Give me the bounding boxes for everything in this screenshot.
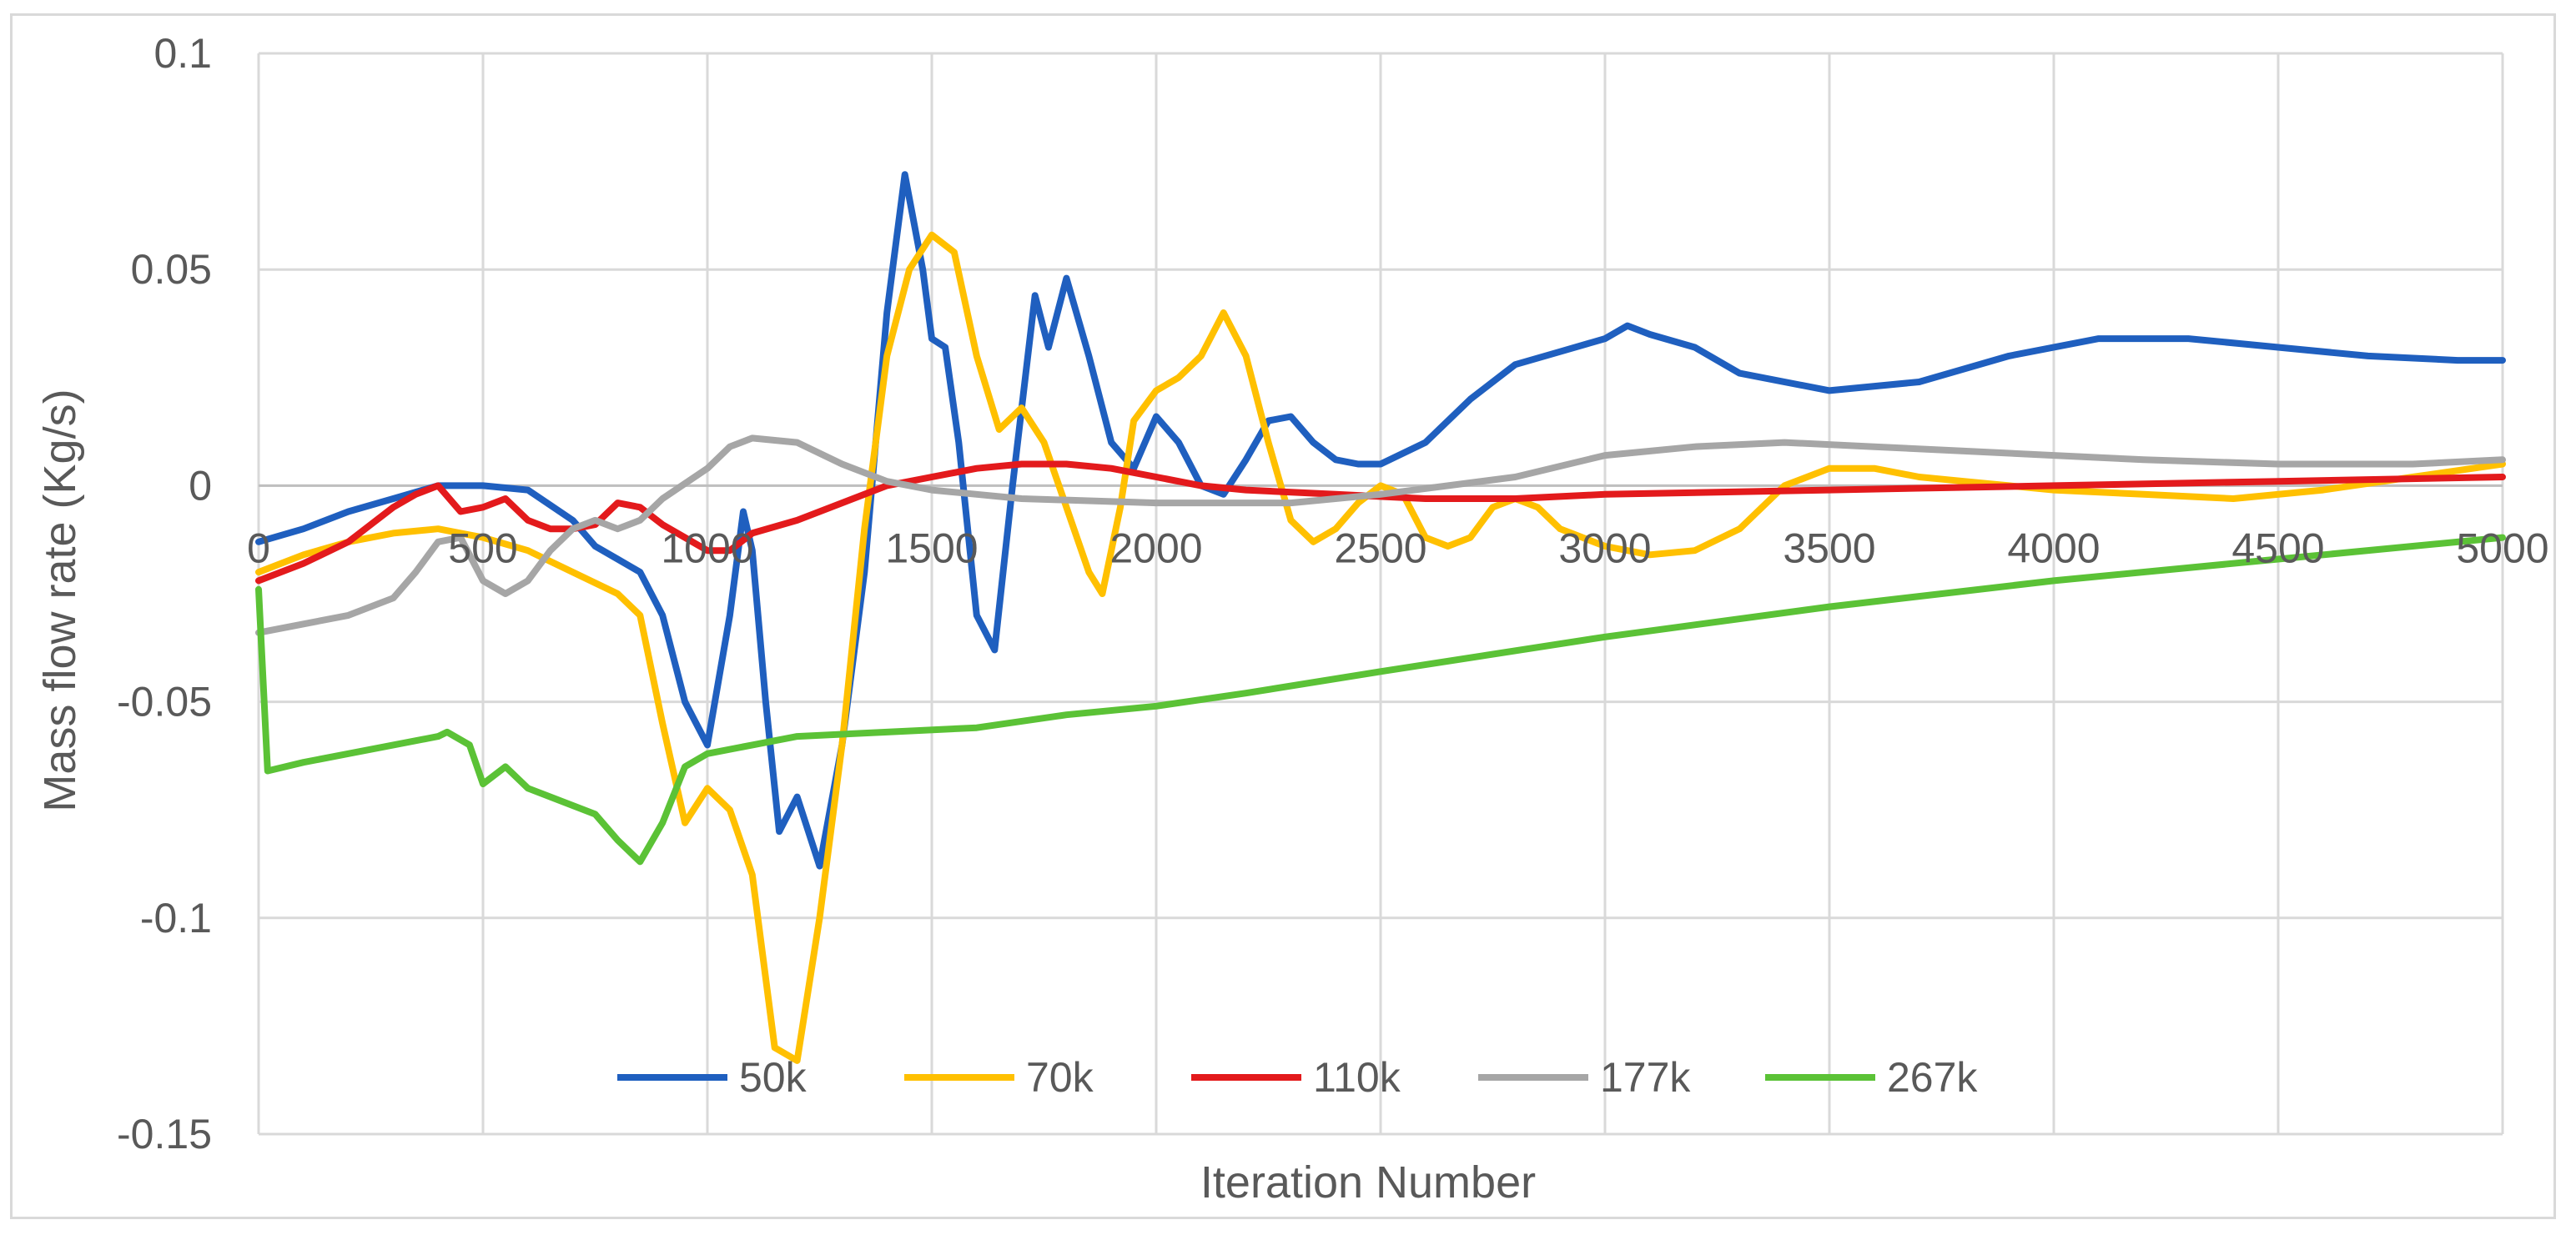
x-tick-label: 0 bbox=[247, 525, 270, 571]
x-tick-label: 2000 bbox=[1109, 525, 1202, 571]
legend-label: 70k bbox=[1026, 1054, 1094, 1101]
legend-label: 110k bbox=[1313, 1054, 1401, 1101]
x-tick-label: 4000 bbox=[2007, 525, 2100, 571]
legend-item-70k: 70k bbox=[904, 1054, 1094, 1101]
series-line-50k bbox=[255, 171, 2506, 870]
legend-label: 177k bbox=[1600, 1054, 1691, 1101]
series-line-110k bbox=[255, 460, 2506, 585]
legend-item-267k: 267k bbox=[1765, 1054, 1978, 1101]
tick-labels: 0 500 1000 1500 2000 2500 3000 3500 4000 4500 5000… bbox=[117, 30, 2549, 1157]
y-tick-label: 0.1 bbox=[153, 30, 212, 77]
y-tick-label: 0 bbox=[189, 462, 212, 509]
y-tick-label: -0.05 bbox=[117, 679, 212, 725]
series-lines bbox=[255, 171, 2506, 1064]
legend-label: 267k bbox=[1887, 1054, 1978, 1101]
y-tick-label: -0.1 bbox=[140, 895, 212, 941]
x-tick-label: 1000 bbox=[661, 525, 753, 571]
legend-item-50k: 50k bbox=[617, 1054, 808, 1101]
y-tick-label: -0.15 bbox=[117, 1111, 212, 1157]
x-tick-label: 5000 bbox=[2456, 525, 2548, 571]
chart-frame bbox=[10, 13, 2556, 1219]
x-tick-label: 1500 bbox=[885, 525, 978, 571]
legend-label: 50k bbox=[739, 1054, 808, 1101]
gridlines bbox=[257, 52, 2504, 1136]
x-tick-label: 4500 bbox=[2231, 525, 2324, 571]
x-tick-label: 2500 bbox=[1334, 525, 1426, 571]
x-axis-title: Iteration Number bbox=[1200, 1157, 1536, 1207]
x-tick-label: 3000 bbox=[1558, 525, 1651, 571]
x-tick-label: 500 bbox=[448, 525, 517, 571]
series-line-177k bbox=[255, 434, 2506, 636]
legend-item-110k: 110k bbox=[1191, 1054, 1401, 1101]
legend-item-177k: 177k bbox=[1478, 1054, 1691, 1101]
x-tick-label: 3500 bbox=[1783, 525, 1875, 571]
series-line-267k bbox=[255, 534, 2506, 866]
y-axis-title: Mass flow rate (Kg/s) bbox=[35, 389, 85, 811]
legend: 50k 70k 110k 177k 267k bbox=[617, 1054, 1978, 1101]
y-tick-label: 0.05 bbox=[131, 246, 212, 293]
